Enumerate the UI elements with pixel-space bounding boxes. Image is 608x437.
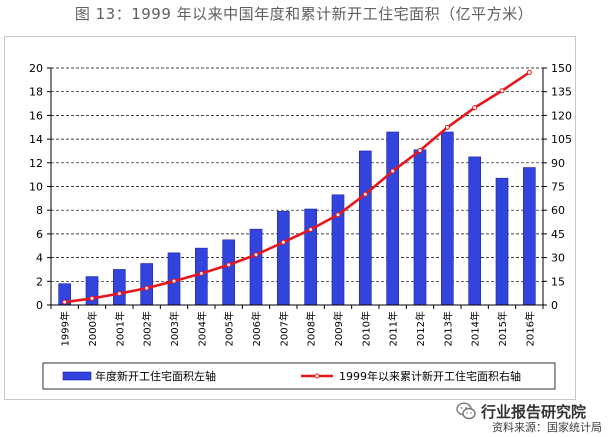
x-axis-tick-label: 2005年 — [223, 311, 236, 346]
right-axis-tick-labels: 0 15 30 45 60 75 90 105 120 135 150 — [551, 62, 572, 312]
x-axis-tick-label: 1999年 — [59, 311, 72, 346]
right-axis-tick-label: 30 — [551, 252, 565, 265]
bar — [441, 131, 454, 306]
left-axis-tick-labels: 0 2 4 6 8 10 12 14 16 18 20 — [29, 62, 43, 312]
bar — [468, 156, 481, 306]
left-axis-tick-label: 20 — [29, 62, 43, 75]
right-axis-tick-label: 120 — [551, 109, 572, 122]
line-point — [226, 262, 232, 268]
x-axis-tick-label: 2003年 — [168, 311, 181, 346]
bar — [113, 269, 126, 306]
left-axis-tick-label: 16 — [29, 109, 43, 122]
right-axis-tick-label: 150 — [551, 62, 572, 75]
line-point — [198, 271, 204, 277]
bar — [140, 263, 153, 306]
x-axis-tick-label: 2013年 — [441, 311, 454, 346]
line-point — [89, 295, 95, 301]
right-axis-tick-label: 105 — [551, 133, 572, 146]
line-point — [116, 291, 122, 297]
left-axis-tick-label: 2 — [36, 275, 43, 288]
legend: 年度新开工住宅面积左轴 1999年以来累计新开工住宅面积右轴 — [42, 362, 556, 390]
right-axis-tick-label: 45 — [551, 228, 565, 241]
line-point — [335, 212, 341, 218]
x-axis-tick-label: 2011年 — [387, 311, 400, 346]
wechat-icon — [456, 402, 476, 420]
source-note: 资料来源：国家统计局 — [492, 421, 602, 434]
line-point — [62, 299, 68, 305]
x-axis-tick-label: 2012年 — [414, 311, 427, 346]
legend-box — [42, 362, 556, 390]
right-axis-tick-label: 0 — [551, 299, 558, 312]
chart: 0 2 4 6 8 10 12 14 16 18 20 0 15 30 45 60 75 90 105 120 135… — [29, 62, 572, 390]
line-point — [308, 226, 314, 232]
line-point — [253, 252, 259, 258]
x-axis-tick-label: 2001年 — [113, 311, 126, 346]
line-point — [444, 124, 450, 130]
watermark: 行业报告研究院 — [456, 400, 606, 422]
bar — [413, 149, 427, 306]
figure-title: 图 13：1999 年以来中国年度和累计新开工住宅面积（亿平方米） — [74, 5, 534, 23]
line-series — [62, 69, 532, 305]
x-axis-tick-label: 2002年 — [141, 311, 154, 346]
legend-bar-swatch — [62, 371, 92, 381]
bar — [359, 150, 372, 306]
x-axis-tick-label: 2016年 — [523, 311, 536, 346]
left-axis-tick-label: 4 — [36, 252, 43, 265]
bar-series — [58, 131, 536, 306]
x-axis-tick-label: 2004年 — [195, 311, 208, 346]
grid-lines — [51, 67, 543, 282]
x-axis-tick-label: 2009年 — [332, 311, 345, 346]
bar — [386, 131, 399, 306]
line-point — [472, 105, 478, 111]
bar — [523, 167, 536, 306]
x-axis-tick-label: 2007年 — [277, 311, 290, 346]
right-axis-tick-label: 135 — [551, 86, 572, 99]
line-point — [499, 88, 505, 94]
bar — [495, 177, 509, 306]
legend-line-label: 1999年以来累计新开工住宅面积右轴 — [339, 369, 521, 383]
right-axis-tick-label: 90 — [551, 157, 565, 170]
right-axis-tick-label: 60 — [551, 204, 565, 217]
line-point — [417, 147, 423, 153]
line-point — [390, 168, 396, 174]
left-axis-tick-label: 18 — [29, 86, 43, 99]
right-axis-tick-label: 15 — [551, 275, 565, 288]
x-axis-tick-label: 2000年 — [86, 311, 99, 346]
left-axis-tick-label: 0 — [36, 299, 43, 312]
left-axis-tick-label: 12 — [29, 157, 43, 170]
x-axis-tick-label: 2015年 — [496, 311, 509, 346]
bar — [249, 228, 263, 306]
x-axis-tick-label: 2008年 — [305, 311, 318, 346]
line-point — [362, 191, 368, 197]
line-point — [526, 69, 532, 75]
legend-line-marker — [314, 373, 320, 379]
x-axis-tick-label: 2010年 — [359, 311, 372, 346]
bar — [222, 239, 235, 306]
left-axis-tick-label: 14 — [29, 133, 43, 146]
line-point — [144, 285, 150, 291]
legend-bar-label: 年度新开工住宅面积左轴 — [95, 369, 216, 383]
left-axis-tick-label: 10 — [29, 181, 43, 194]
axes — [47, 67, 547, 309]
cumulative-line — [64, 71, 531, 304]
x-axis-tick-label: 2014年 — [469, 311, 482, 346]
bar — [304, 208, 317, 306]
chart-frame: 0 2 4 6 8 10 12 14 16 18 20 0 15 30 45 60 75 90 105 120 135… — [4, 36, 576, 400]
left-axis-tick-label: 6 — [36, 228, 43, 241]
x-axis-tick-labels: 1999年 2000年 2001年 2002年 2003年 2004年 2005年 2006年… — [59, 311, 537, 346]
line-point — [280, 239, 286, 245]
watermark-text: 行业报告研究院 — [481, 402, 587, 421]
bar — [195, 247, 208, 306]
left-axis-tick-label: 8 — [36, 204, 43, 217]
bar — [277, 211, 290, 306]
line-point — [171, 278, 177, 284]
x-axis-tick-label: 2006年 — [250, 311, 263, 346]
right-axis-tick-label: 75 — [551, 181, 565, 194]
